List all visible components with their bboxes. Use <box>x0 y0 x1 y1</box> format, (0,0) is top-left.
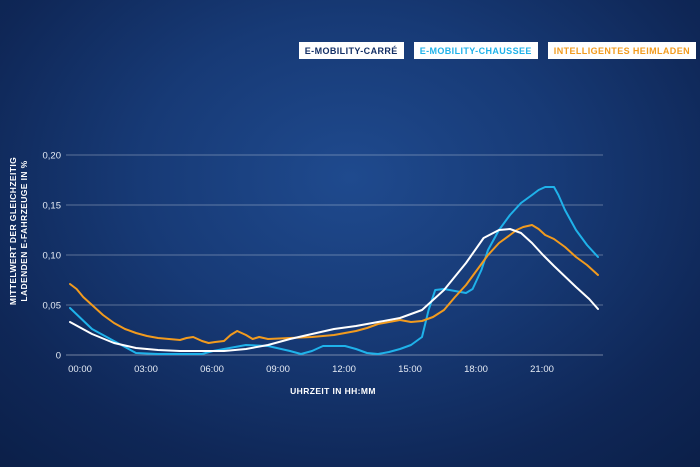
y-tick-label: 0,15 <box>43 201 62 212</box>
legend-item-chaussee: E-MOBILITY-CHAUSSEE <box>413 42 538 59</box>
x-tick-label: 00:00 <box>68 364 92 375</box>
y-axis-title-line-1: MITTELWERT DER GLEICHZEITIG <box>8 157 18 305</box>
x-tick-label: 09:00 <box>266 364 290 375</box>
y-axis-title-line-2: LADENDEN E-FAHRZEUGE IN % <box>19 160 29 301</box>
series-line-heimladen <box>69 224 599 344</box>
x-axis-title: UHRZEIT IN HH:MM <box>290 386 376 396</box>
y-tick-label: 0 <box>56 351 61 362</box>
x-tick-label: 15:00 <box>398 364 422 375</box>
legend: E-MOBILITY-CARRÉ E-MOBILITY-CHAUSSEE INT… <box>298 42 696 59</box>
y-tick-label: 0,20 <box>43 151 62 162</box>
gridlines <box>66 154 603 356</box>
series-line-carre <box>69 228 599 352</box>
x-tick-label: 21:00 <box>530 364 554 375</box>
x-axis-ticks: 00:00 03:00 06:00 09:00 12:00 15:00 18:00 21:00 <box>68 364 554 375</box>
x-tick-label: 18:00 <box>464 364 488 375</box>
legend-item-carre: E-MOBILITY-CARRÉ <box>298 42 404 59</box>
x-tick-label: 03:00 <box>134 364 158 375</box>
y-tick-label: 0,05 <box>43 301 62 312</box>
legend-item-heimladen: INTELLIGENTES HEIMLADEN <box>547 42 696 59</box>
y-tick-label: 0,10 <box>43 251 62 262</box>
x-tick-label: 06:00 <box>200 364 224 375</box>
y-axis-title: MITTELWERT DER GLEICHZEITIG LADENDEN E-F… <box>8 157 29 305</box>
y-axis-ticks: 0 0,05 0,10 0,15 0,20 <box>43 151 62 362</box>
x-tick-label: 12:00 <box>332 364 356 375</box>
series-lines <box>69 186 599 355</box>
